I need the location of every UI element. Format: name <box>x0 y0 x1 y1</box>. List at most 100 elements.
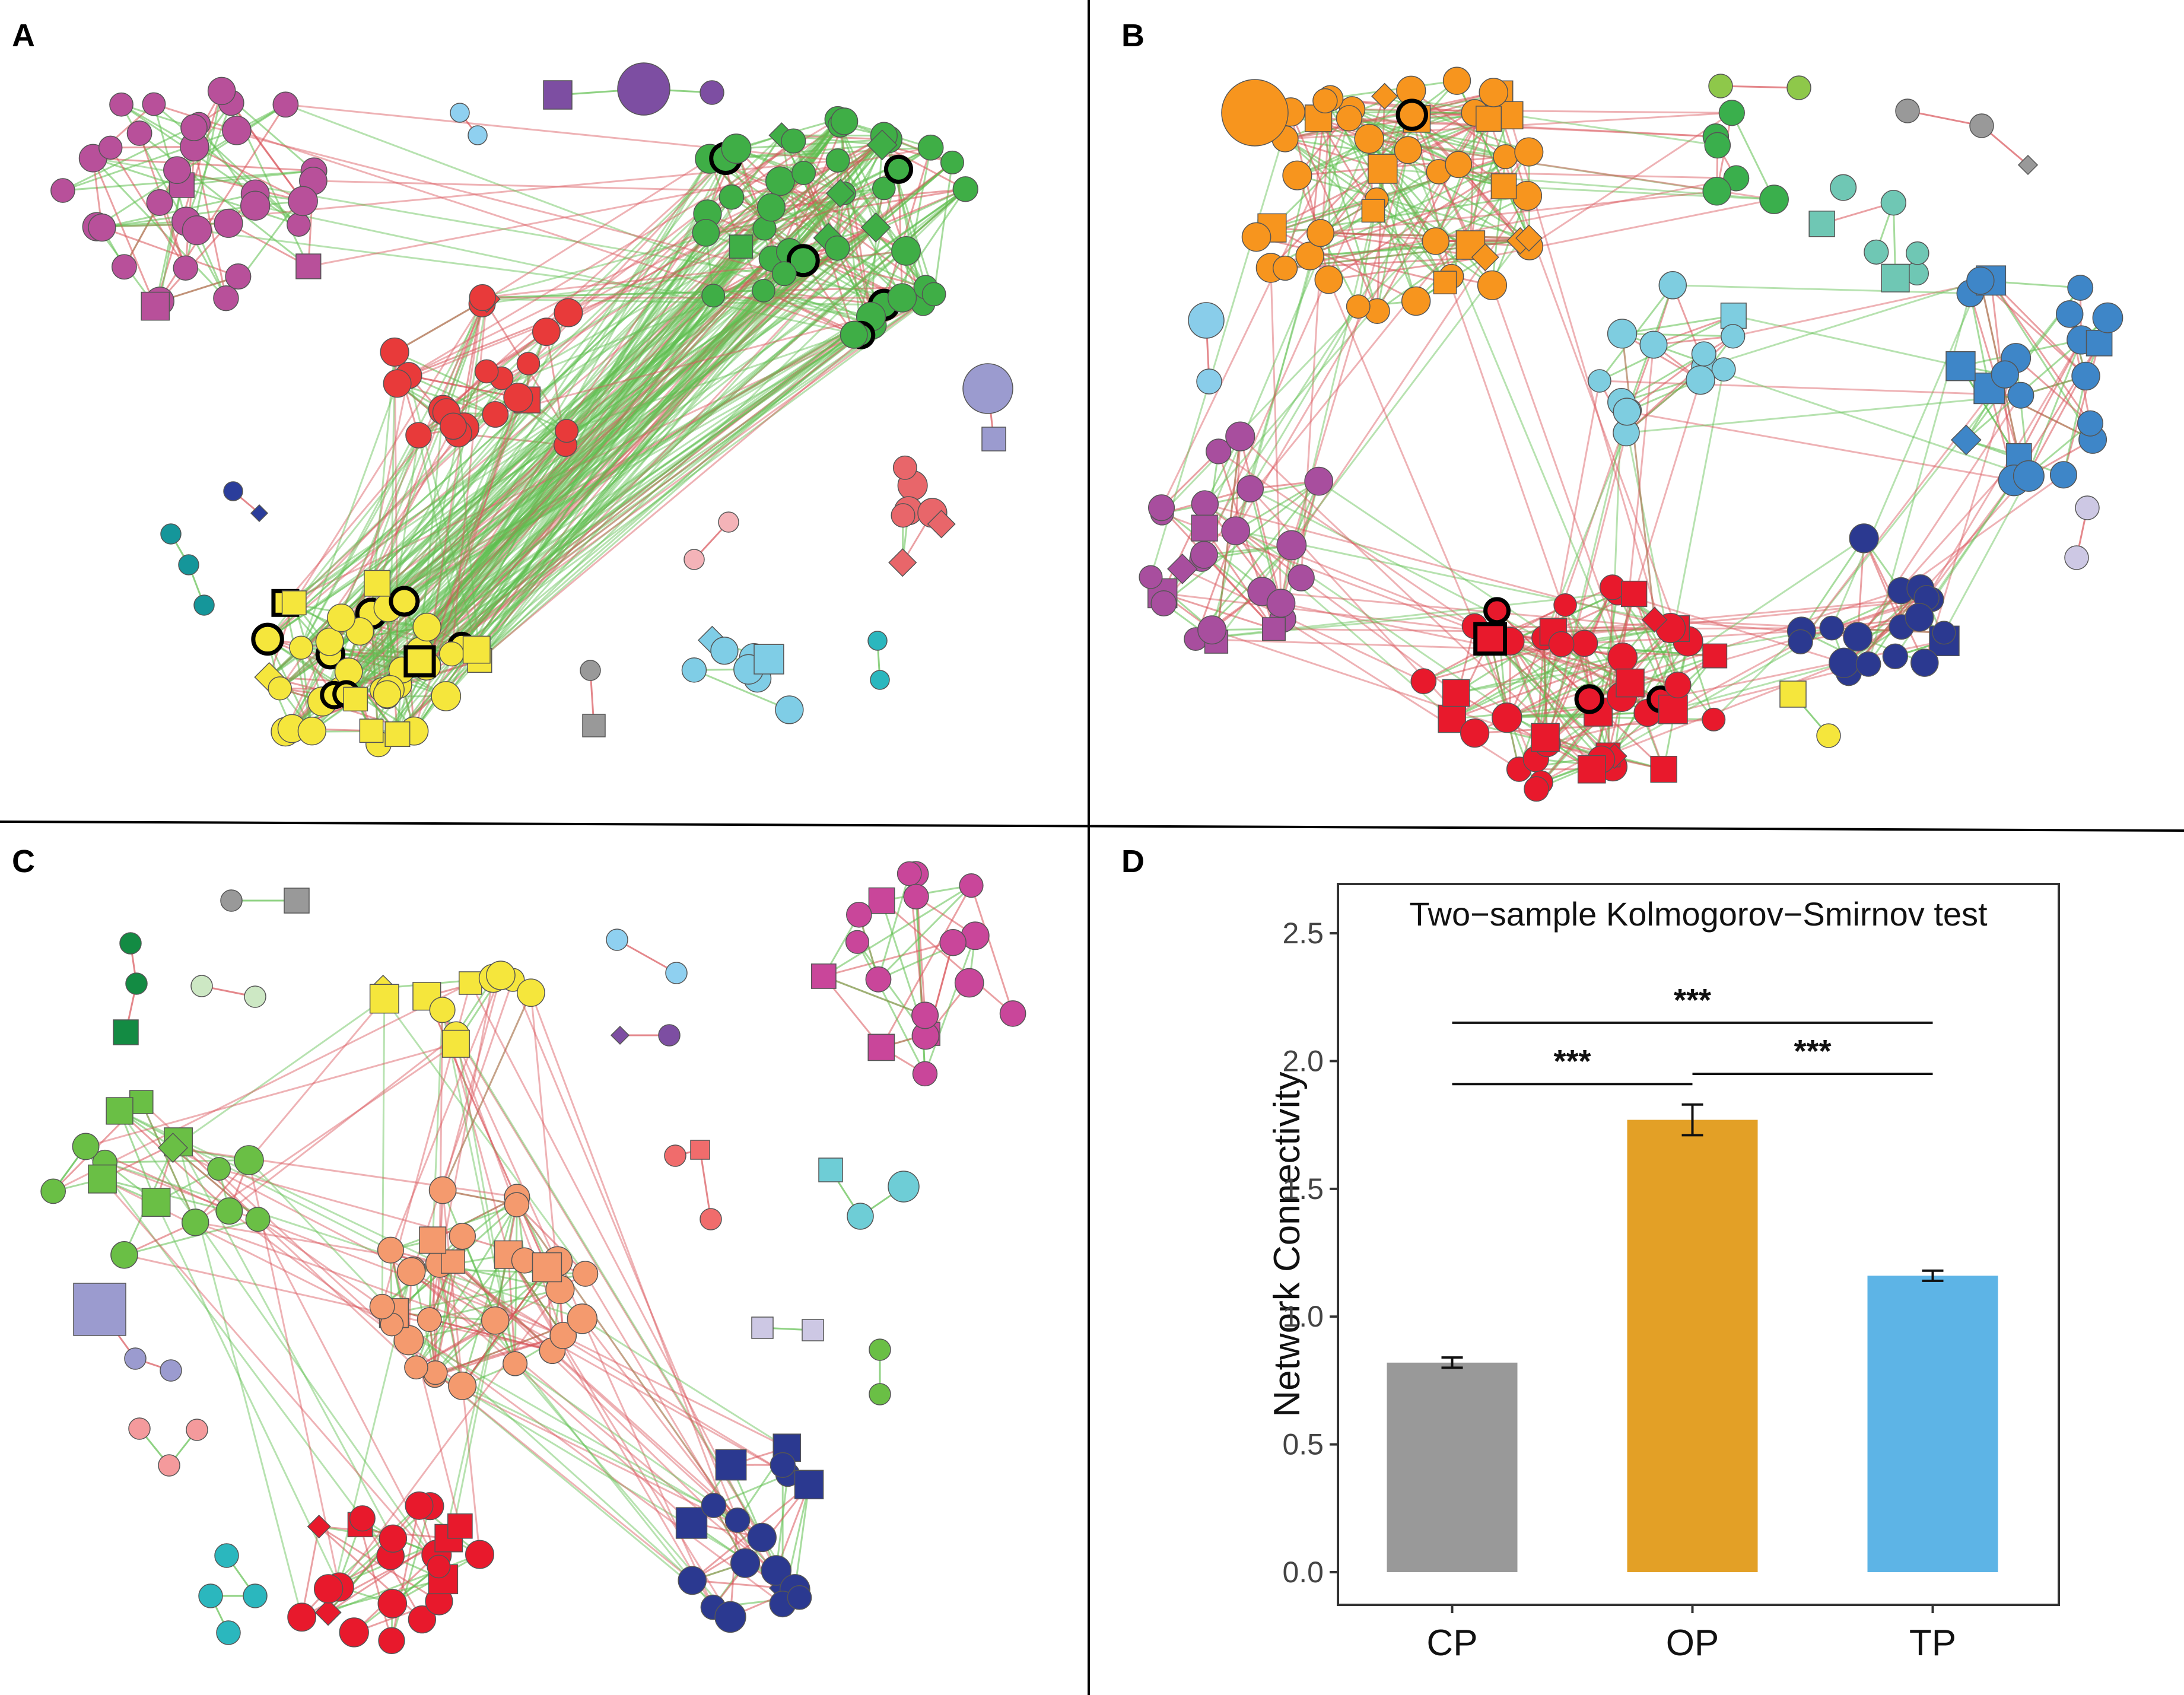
network-edge <box>446 298 488 413</box>
network-edge <box>397 316 872 686</box>
network-edge <box>1705 279 1981 368</box>
network-edge <box>527 138 889 365</box>
network-node <box>1895 98 1920 123</box>
network-edge <box>837 188 966 249</box>
network-edge <box>1204 156 1506 505</box>
panel-b-nodes <box>1139 66 2123 802</box>
network-node <box>710 637 739 665</box>
network-edge <box>419 430 568 651</box>
network-edge <box>408 374 519 399</box>
network-node <box>1167 554 1198 584</box>
network-edge <box>1271 227 1417 302</box>
network-edge <box>1438 170 1737 179</box>
network-edge <box>425 397 519 666</box>
network-node <box>1191 514 1218 542</box>
network-edge <box>1800 287 2081 643</box>
network-edge <box>345 293 934 695</box>
network-node <box>1197 615 1227 645</box>
network-edge <box>1317 117 1378 311</box>
network-edge <box>764 192 841 230</box>
network-edge <box>457 433 481 661</box>
network-node <box>1266 589 1296 618</box>
network-node <box>287 212 311 237</box>
network-edge <box>333 188 967 696</box>
network-node <box>1241 222 1271 252</box>
network-node <box>503 1351 528 1376</box>
network-node <box>610 1025 630 1045</box>
network-node <box>307 1515 331 1539</box>
panel-label-b: B <box>1121 18 1145 53</box>
network-edge <box>382 1306 783 1605</box>
network-edge <box>435 1372 738 1521</box>
network-node <box>182 215 212 246</box>
network-node <box>142 92 166 116</box>
network-node <box>1686 365 1715 395</box>
network-edge <box>267 259 804 640</box>
network-node <box>419 1226 447 1254</box>
network-edge <box>389 247 838 691</box>
network-edge <box>425 158 711 667</box>
network-edge <box>516 1204 586 1275</box>
network-node <box>1394 136 1422 164</box>
network-edge <box>333 260 804 696</box>
chart-title: Two−sample Kolmogorov−Smirnov test <box>1409 895 1988 933</box>
network-edge <box>1458 164 1521 241</box>
network-edge <box>441 1009 800 1598</box>
network-node <box>606 928 628 951</box>
network-edge <box>441 1009 516 1364</box>
network-edge <box>411 1271 496 1322</box>
network-edge <box>359 161 953 632</box>
network-edge <box>1256 236 1445 284</box>
network-node <box>389 586 420 617</box>
network-node <box>1483 597 1511 625</box>
network-edge <box>1285 138 1493 287</box>
network-edge <box>341 228 765 619</box>
network-node <box>802 1319 824 1341</box>
network-edge <box>1553 597 1927 633</box>
network-node <box>1442 66 1471 95</box>
network-edge <box>507 1254 714 1608</box>
network-node <box>378 1627 405 1655</box>
network-node <box>1515 224 1543 252</box>
network-node <box>888 548 917 577</box>
network-edge <box>285 246 742 733</box>
network-node <box>408 1605 437 1634</box>
network-node <box>88 213 116 242</box>
network-edge <box>248 998 385 1161</box>
network-node <box>412 612 441 642</box>
network-node <box>891 503 915 528</box>
bar-chart-panel-d: Two−sample Kolmogorov−Smirnov test Netwo… <box>1267 883 2060 1664</box>
network-node <box>40 1178 66 1204</box>
network-edge <box>329 192 845 643</box>
network-edge <box>415 1204 518 1368</box>
network-node <box>681 657 707 683</box>
network-node <box>869 1338 891 1361</box>
network-node <box>1621 580 1648 608</box>
network-edge <box>291 434 419 729</box>
network-node <box>1864 239 1889 265</box>
network-edge <box>419 257 772 651</box>
network-edge <box>1162 513 1661 701</box>
network-edge <box>441 975 502 1191</box>
network-node <box>664 1144 686 1167</box>
network-edge <box>267 228 765 640</box>
network-node <box>459 971 482 995</box>
network-node <box>1395 98 1428 131</box>
network-edge <box>408 375 478 650</box>
network-edge <box>1943 475 2030 634</box>
network-edge <box>390 1249 787 1449</box>
network-node <box>1786 75 1811 100</box>
network-node <box>157 1133 189 1163</box>
network-node <box>1708 74 1733 98</box>
network-node <box>369 1293 395 1319</box>
network-node <box>213 285 239 311</box>
network-node <box>1721 324 1746 349</box>
network-edge <box>382 304 885 691</box>
x-tick-label-cp: CP <box>1426 1623 1477 1664</box>
network-node <box>1438 704 1466 733</box>
network-node <box>824 235 850 261</box>
network-node <box>146 189 173 216</box>
network-edge <box>1731 112 1775 200</box>
network-edge <box>387 399 528 609</box>
network-node <box>549 1322 577 1349</box>
